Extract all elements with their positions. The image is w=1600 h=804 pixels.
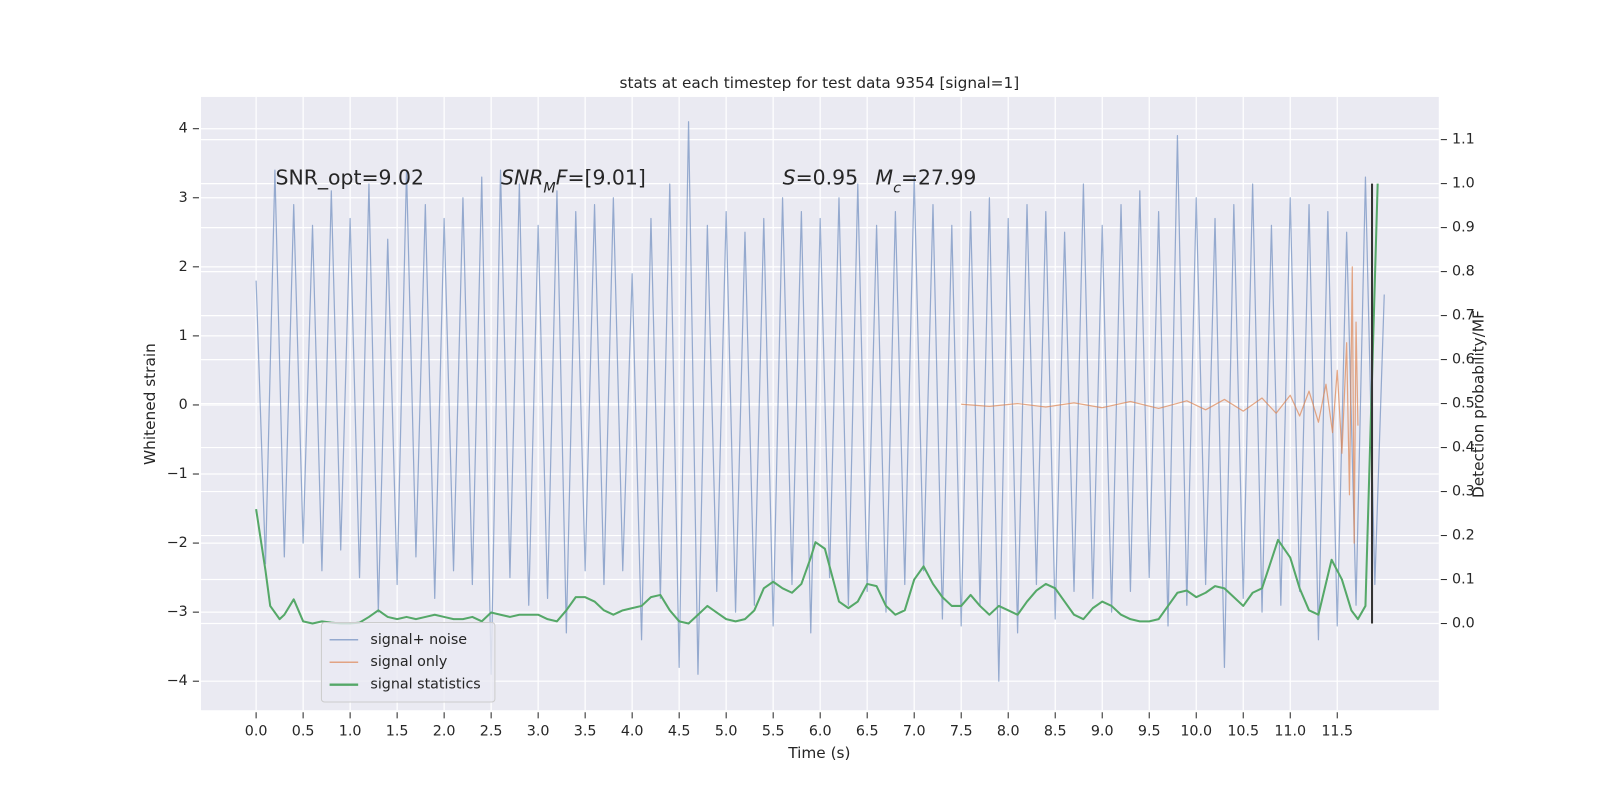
y-tick-label: −1	[167, 466, 188, 482]
y-axis-label: Whitened strain	[141, 343, 159, 465]
x-tick-label: 0.0	[245, 724, 268, 740]
y-tick-label: 2	[179, 259, 188, 275]
y2-tick-label: 0.2	[1452, 528, 1475, 544]
annotation-part: SNR	[501, 166, 543, 190]
x-tick-label: 3.0	[527, 724, 550, 740]
y2-tick-label: 1.1	[1452, 132, 1475, 148]
x-tick-label: 0.5	[292, 724, 315, 740]
x-tick-label: 1.5	[386, 724, 409, 740]
y-tick-label: −3	[167, 604, 188, 620]
x-tick-label: 2.0	[433, 724, 456, 740]
x-tick-label: 1.0	[339, 724, 362, 740]
y2-axis-label: Detection probability/MF	[1470, 310, 1488, 498]
annotation: Mc=27.99	[876, 166, 977, 197]
y2-tick-label: 0.0	[1452, 616, 1475, 632]
x-tick-label: 8.0	[997, 724, 1020, 740]
y2-tick-label: 0.1	[1452, 572, 1475, 588]
annotation: S=0.95	[783, 166, 858, 190]
x-tick-label: 9.5	[1138, 724, 1161, 740]
y2-tick-label: 0.5	[1452, 396, 1475, 412]
annotation-part: M	[876, 166, 894, 190]
y-tick-label: 0	[179, 397, 188, 413]
y-tick-label: 1	[179, 328, 188, 344]
x-tick-label: 10.5	[1227, 724, 1259, 740]
legend-label: signal statistics	[370, 677, 480, 693]
x-tick-label: 7.5	[950, 724, 973, 740]
series-line	[961, 266, 1359, 544]
x-tick-label: 3.5	[574, 724, 597, 740]
y-tick-label: 3	[179, 190, 188, 206]
y2-tick-label: 1.0	[1452, 176, 1475, 192]
x-tick-label: 6.5	[856, 724, 879, 740]
y-tick-label: −4	[167, 673, 188, 689]
x-tick-label: 5.0	[715, 724, 738, 740]
x-tick-label: 4.5	[668, 724, 691, 740]
legend-box	[320, 621, 496, 703]
annotation-part: =27.99	[901, 166, 976, 190]
legend-label: signal only	[370, 654, 447, 670]
y2-tick-label: 0.9	[1452, 220, 1475, 236]
annotation-part: F	[556, 166, 568, 190]
annotation-part: SNR_opt=9.02	[276, 166, 424, 191]
y2-tick-label: 0.7	[1452, 308, 1475, 324]
annotation: SNR_opt=9.02	[276, 166, 424, 191]
series-line	[255, 183, 1379, 625]
y-tick-label: −2	[167, 535, 188, 551]
annotation-part: S	[783, 166, 796, 190]
legend-label: signal+ noise	[370, 632, 467, 648]
y-tick-label: 4	[179, 121, 188, 137]
x-tick-label: 7.0	[903, 724, 926, 740]
x-tick-label: 8.5	[1044, 724, 1067, 740]
annotation: SNRMF=[9.01]	[501, 166, 646, 197]
annotation-part: c	[893, 181, 901, 197]
y2-tick-label: 0.3	[1452, 484, 1475, 500]
x-tick-label: 5.5	[762, 724, 785, 740]
annotation-part: =0.95	[796, 166, 859, 190]
x-tick-label: 10.0	[1180, 724, 1212, 740]
y2-tick-label: 0.6	[1452, 352, 1475, 368]
chart-title: stats at each timestep for test data 935…	[620, 74, 1020, 92]
x-tick-label: 9.0	[1091, 724, 1114, 740]
x-axis-label: Time (s)	[787, 744, 850, 762]
x-tick-label: 2.5	[480, 724, 503, 740]
y2-tick-label: 0.8	[1452, 264, 1475, 280]
y2-tick-label: 0.4	[1452, 440, 1475, 456]
annotation-part: M	[543, 181, 555, 197]
x-tick-label: 4.0	[621, 724, 644, 740]
x-tick-label: 11.5	[1321, 724, 1353, 740]
x-tick-label: 6.0	[809, 724, 832, 740]
annotation-part: =[9.01]	[567, 166, 645, 190]
series-line	[255, 121, 1385, 682]
x-tick-label: 11.0	[1274, 724, 1306, 740]
